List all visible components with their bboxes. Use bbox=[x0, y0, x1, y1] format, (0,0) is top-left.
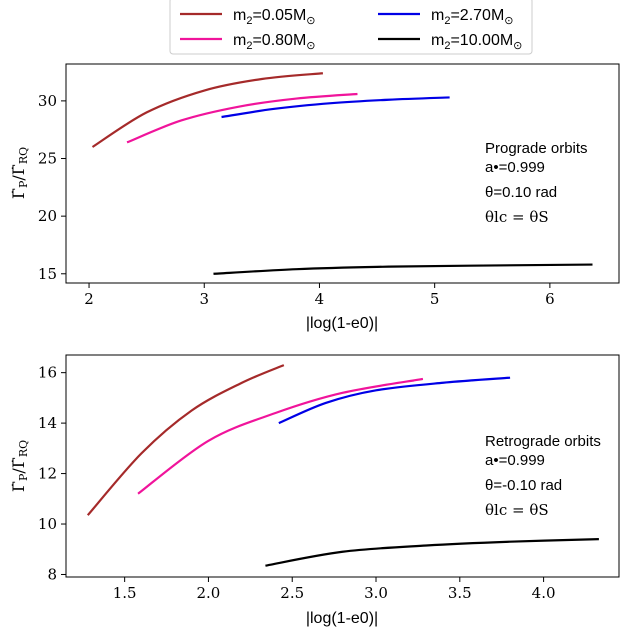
xtick-label-prograde-2: 4 bbox=[315, 290, 325, 308]
annotation-retrograde-line4: θlc = θS bbox=[485, 501, 549, 519]
xtick-label-retrograde-2: 2.5 bbox=[280, 584, 304, 602]
legend-label-0: m2=0.05M⊙ bbox=[233, 7, 315, 27]
xtick-label-retrograde-3: 3.0 bbox=[364, 584, 388, 602]
annotation-prograde-line1: Prograde orbits bbox=[485, 140, 588, 157]
panel-prograde: 2 3 4 5 6 15 20 25 30 |log(1-e0)| Γ̇P/Γ̇RQ Progr… bbox=[9, 63, 620, 332]
xtick-label-prograde-0: 2 bbox=[84, 290, 94, 308]
ytick-label-retrograde-1: 10 bbox=[38, 515, 57, 533]
series-line-retrograde-2 bbox=[278, 376, 511, 425]
xlabel-retrograde: |log(1-e0)| bbox=[306, 610, 378, 627]
xtick-label-retrograde-0: 1.5 bbox=[113, 584, 137, 602]
series-line-retrograde-1 bbox=[137, 377, 424, 495]
annotation-prograde-line3: θ=0.10 rad bbox=[485, 184, 557, 201]
annotation-retrograde-line3: θ=-0.10 rad bbox=[485, 477, 562, 494]
legend-label-2: m2=0.80M⊙ bbox=[233, 32, 315, 52]
series-prograde bbox=[91, 72, 593, 275]
annotation-prograde-line4: θlc = θS bbox=[485, 208, 549, 226]
xtick-label-retrograde-4: 3.5 bbox=[448, 584, 472, 602]
series-line-prograde-0 bbox=[91, 72, 324, 148]
ticks-retrograde: 1.5 2.0 2.5 3.0 3.5 4.0 8 10 12 14 16 bbox=[38, 364, 556, 602]
annotation-retrograde-line2: a•=0.999 bbox=[485, 452, 545, 469]
xtick-label-retrograde-5: 4.0 bbox=[532, 584, 556, 602]
series-line-prograde-3 bbox=[213, 263, 593, 275]
xlabel-prograde: |log(1-e0)| bbox=[306, 315, 378, 332]
ytick-label-prograde-0: 15 bbox=[38, 265, 57, 283]
ytick-label-retrograde-4: 16 bbox=[38, 364, 57, 382]
ticks-prograde: 2 3 4 5 6 15 20 25 30 bbox=[38, 92, 555, 308]
annotation-retrograde: Retrograde orbits a•=0.999 θ=-0.10 rad θ… bbox=[485, 433, 601, 519]
ytick-label-prograde-3: 30 bbox=[38, 92, 57, 110]
xtick-label-prograde-1: 3 bbox=[199, 290, 209, 308]
xtick-label-prograde-3: 5 bbox=[430, 290, 440, 308]
legend-label-1: m2=2.70M⊙ bbox=[431, 7, 513, 27]
xtick-label-retrograde-1: 2.0 bbox=[197, 584, 221, 602]
ytick-label-retrograde-0: 8 bbox=[47, 565, 57, 583]
ytick-label-retrograde-2: 12 bbox=[38, 465, 57, 483]
series-retrograde bbox=[86, 364, 599, 567]
axes-frame-retrograde bbox=[65, 354, 620, 578]
legend-frame bbox=[169, 0, 533, 55]
annotation-prograde-line2: a•=0.999 bbox=[485, 159, 545, 176]
ytick-label-prograde-1: 20 bbox=[38, 207, 57, 225]
ytick-label-prograde-2: 25 bbox=[38, 150, 57, 168]
ylabel-retrograde: Γ̇P/Γ̇RQ bbox=[9, 440, 30, 492]
annotation-retrograde-line1: Retrograde orbits bbox=[485, 433, 601, 450]
ytick-label-retrograde-3: 14 bbox=[38, 414, 57, 432]
series-line-retrograde-3 bbox=[265, 538, 599, 567]
series-line-prograde-2 bbox=[221, 96, 450, 119]
ylabel-prograde: Γ̇P/Γ̇RQ bbox=[9, 147, 30, 199]
axes-frame-prograde bbox=[65, 63, 620, 284]
legend: m2=0.05M⊙ m2=2.70M⊙ m2=0.80M⊙ m2=10.00M⊙ bbox=[169, 0, 533, 55]
series-line-retrograde-0 bbox=[86, 364, 285, 516]
series-line-prograde-1 bbox=[126, 92, 358, 144]
annotation-prograde: Prograde orbits a•=0.999 θ=0.10 rad θlc … bbox=[485, 140, 588, 226]
xtick-label-prograde-4: 6 bbox=[545, 290, 555, 308]
legend-label-3: m2=10.00M⊙ bbox=[431, 32, 522, 52]
